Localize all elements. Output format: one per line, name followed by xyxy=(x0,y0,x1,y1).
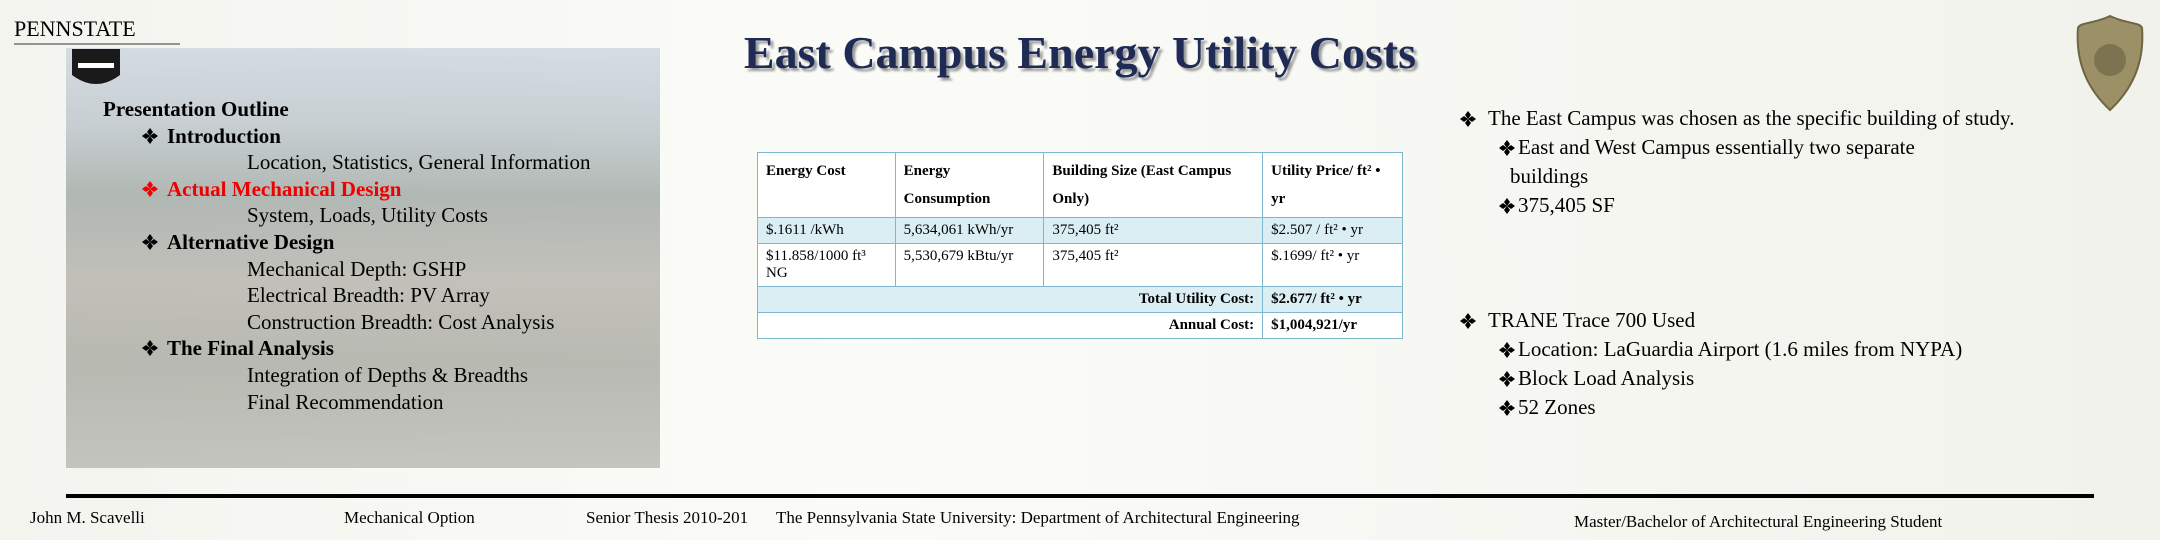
header-cell: Energy Cost xyxy=(757,152,896,218)
section-item: System, Loads, Utility Costs xyxy=(247,203,488,228)
table-row: $.1611 /kWh 5,634,061 kWh/yr 375,405 ft² $2… xyxy=(757,217,1403,244)
footer-text: John M. Scavelli xyxy=(30,508,145,527)
section-item: Electrical Breadth: PV Array xyxy=(247,283,490,308)
total-value: $1,004,921/yr xyxy=(1262,312,1403,339)
note: The East Campus was chosen as the specif… xyxy=(1488,106,2015,130)
outline-heading: Presentation Outline xyxy=(103,97,289,121)
total-row: Total Utility Cost: $2.677/ ft² • yr xyxy=(756,286,1403,313)
table-header: Energy Cost Energy Consumption Building Si… xyxy=(757,152,1403,218)
total-row: Annual Cost: $1,004,921/yr xyxy=(756,312,1403,339)
logo-mark xyxy=(14,43,180,84)
section-title: Actual Mechanical Design xyxy=(167,176,402,201)
bullet xyxy=(1460,313,1476,329)
section-item: Location, Statistics, General Informatio… xyxy=(247,150,591,175)
campus-photo xyxy=(66,48,660,468)
footer-text: Senior Thesis 2010-201 xyxy=(586,508,749,527)
bullet xyxy=(142,234,158,250)
cell: 375,405 ft² xyxy=(1043,217,1264,244)
slide-title: East Campus Energy Utility Costs xyxy=(743,27,1417,78)
cell: 5,530,679 kBtu/yr xyxy=(894,243,1045,287)
footer-text: The Pennsylvania State University: Depar… xyxy=(776,508,1300,527)
section-item: Final Recommendation xyxy=(247,389,444,414)
section-title: Alternative Design xyxy=(167,230,335,254)
cell: $.1699/ ft² • yr xyxy=(1262,243,1403,287)
section-title: The Final Analysis xyxy=(167,336,334,361)
bullet xyxy=(1499,371,1515,387)
bullet xyxy=(1499,342,1515,358)
footer-text: Master/Bachelor of Architectural Enginee… xyxy=(1574,512,1943,531)
bullet xyxy=(1499,198,1515,214)
footer-text: Mechanical Option xyxy=(344,508,475,527)
total-label: Annual Cost: xyxy=(756,312,1264,339)
section-item: Integration of Depths & Breadths xyxy=(247,363,529,387)
bullet xyxy=(142,127,158,144)
header-cell: Energy Consumption xyxy=(894,152,1045,218)
cell: 375,405 ft² xyxy=(1043,243,1264,287)
cost-table: Energy Cost Energy Consumption Building Si… xyxy=(756,152,1403,339)
sub-note: Block Load Analysis xyxy=(1518,366,1695,390)
note: TRANE Trace 700 Used xyxy=(1488,308,1696,332)
sub-note: 375,405 SF xyxy=(1518,193,1615,217)
table-row: $11.858/1000 ft³ NG 5,530,679 kBtu/yr 375,… xyxy=(757,243,1403,287)
logo-text: PENNSTATE xyxy=(14,16,136,41)
cell: $.1611 /kWh xyxy=(757,217,896,244)
bullet xyxy=(1499,400,1515,416)
bullet xyxy=(1499,140,1515,156)
cell: $11.858/1000 ft³ NG xyxy=(757,243,896,287)
bullet xyxy=(142,180,158,197)
bullet xyxy=(1460,111,1476,127)
header-cell: Utility Price/ ft² • yr xyxy=(1262,152,1403,218)
section-item: Mechanical Depth: GSHP xyxy=(247,256,467,281)
header-cell: Building Size (East Campus Only) xyxy=(1043,152,1264,218)
total-value: $2.677/ ft² • yr xyxy=(1262,286,1403,313)
total-label: Total Utility Cost: xyxy=(756,286,1264,313)
cell: $2.507 / ft² • yr xyxy=(1262,217,1403,244)
bullet xyxy=(142,340,158,357)
section-title: Introduction xyxy=(167,123,281,148)
police-badge xyxy=(2076,14,2144,112)
cell: 5,634,061 kWh/yr xyxy=(894,217,1045,244)
footer-rule xyxy=(66,494,2094,498)
section-item: Construction Breadth: Cost Analysis xyxy=(247,309,555,334)
sub-note: Location: LaGuardia Airport (1.6 miles f… xyxy=(1518,337,1963,361)
sub-note: East and West Campus essentially two sep… xyxy=(1510,135,1915,188)
sub-note: 52 Zones xyxy=(1518,395,1596,419)
